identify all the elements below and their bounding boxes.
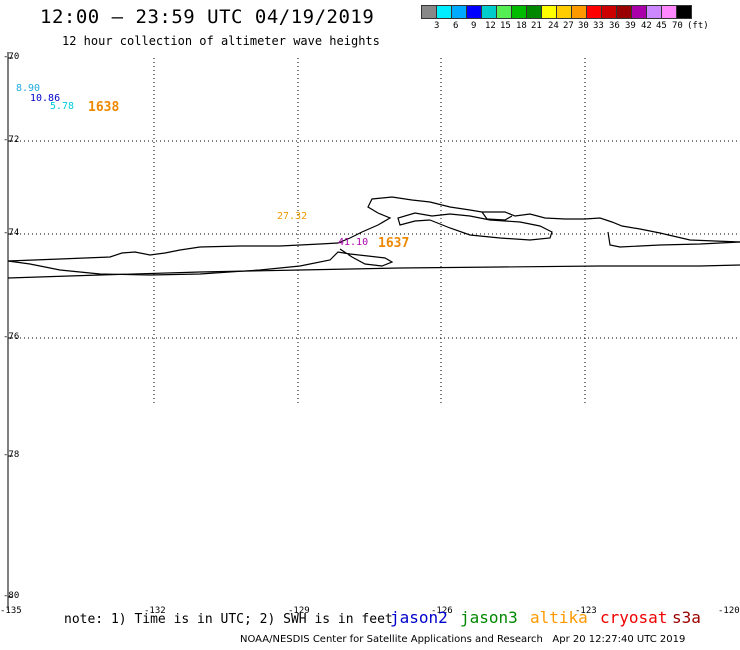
wave-height-label: 8.90	[16, 83, 41, 94]
pass-time-label: 1638	[88, 100, 120, 115]
credit-text: NOAA/NESDIS Center for Satellite Applica…	[240, 634, 543, 645]
longitude-gridlines	[153, 58, 586, 405]
mission-cryosat: cryosat	[600, 608, 668, 627]
legend-label: 39	[625, 21, 636, 31]
lon-label: -129	[288, 606, 310, 616]
legend-label: 30	[578, 21, 589, 31]
legend-swatch	[541, 5, 557, 19]
legend-label: 15	[500, 21, 511, 31]
legend-swatch	[451, 5, 467, 19]
legend-label: 24	[548, 21, 559, 31]
lon-label: -135	[0, 606, 22, 616]
legend-unit: (ft)	[687, 21, 709, 31]
wave-height-label: 5.78	[50, 101, 75, 112]
lon-label: -132	[144, 606, 166, 616]
legend-swatch	[631, 5, 647, 19]
latitude-gridlines	[8, 140, 740, 339]
mission-s3a: s3a	[672, 608, 701, 627]
wave-height-label: 10.86	[30, 93, 61, 104]
mission-altika: altika	[530, 608, 588, 627]
mission-jason3: jason3	[460, 608, 518, 627]
legend-swatch	[661, 5, 677, 19]
lat-ticks	[8, 57, 13, 598]
legend-label: 45	[656, 21, 667, 31]
legend-label: 33	[593, 21, 604, 31]
pass-time-label: 1637	[378, 236, 410, 251]
map-title: 12:00 – 23:59 UTC 04/19/2019	[40, 6, 375, 28]
legend-swatch	[466, 5, 482, 19]
lon-label: -120	[718, 606, 740, 616]
legend-label: 27	[563, 21, 574, 31]
legend-label: 3	[434, 21, 440, 31]
legend-swatch	[496, 5, 512, 19]
legend-swatch	[646, 5, 662, 19]
legend-label: 6	[453, 21, 459, 31]
legend-swatch	[526, 5, 542, 19]
legend-swatch	[481, 5, 497, 19]
color-legend	[421, 5, 692, 19]
mission-jason2: jason2	[390, 608, 448, 627]
legend-label: 12	[485, 21, 496, 31]
legend-labels: 3 6 9 12 15 18 21 24 27 30 33 36 39 42 4…	[421, 21, 740, 33]
legend-label: 9	[471, 21, 477, 31]
lon-label: -123	[575, 606, 597, 616]
legend-swatch	[421, 5, 437, 19]
lat-label: -80	[3, 591, 20, 601]
credit-timestamp: Apr 20 12:27:40 UTC 2019	[552, 634, 686, 645]
lat-label: -74	[3, 228, 20, 238]
wave-height-label: 27.32	[277, 211, 308, 222]
lat-label: -76	[3, 332, 20, 342]
legend-swatch	[511, 5, 527, 19]
legend-swatch	[436, 5, 452, 19]
coastline	[7, 196, 740, 279]
legend-swatch	[556, 5, 572, 19]
legend-swatch	[601, 5, 617, 19]
lon-label: -126	[431, 606, 453, 616]
map-subtitle: 12 hour collection of altimeter wave hei…	[62, 34, 380, 48]
legend-label: 42	[641, 21, 652, 31]
legend-swatch	[586, 5, 602, 19]
lat-label: -70	[3, 52, 20, 62]
credit-line: NOAA/NESDIS Center for Satellite Applica…	[240, 634, 685, 645]
legend-label: 36	[609, 21, 620, 31]
legend-swatch	[676, 5, 692, 19]
wave-height-label: 41.10	[338, 237, 369, 248]
lat-label: -72	[3, 135, 20, 145]
legend-swatch	[571, 5, 587, 19]
legend-label: 70	[672, 21, 683, 31]
legend-swatch	[616, 5, 632, 19]
legend-label: 21	[531, 21, 542, 31]
footer-note: note: 1) Time is in UTC; 2) SWH is in fe…	[64, 612, 393, 627]
legend-label: 18	[516, 21, 527, 31]
lat-label: -78	[3, 450, 20, 460]
